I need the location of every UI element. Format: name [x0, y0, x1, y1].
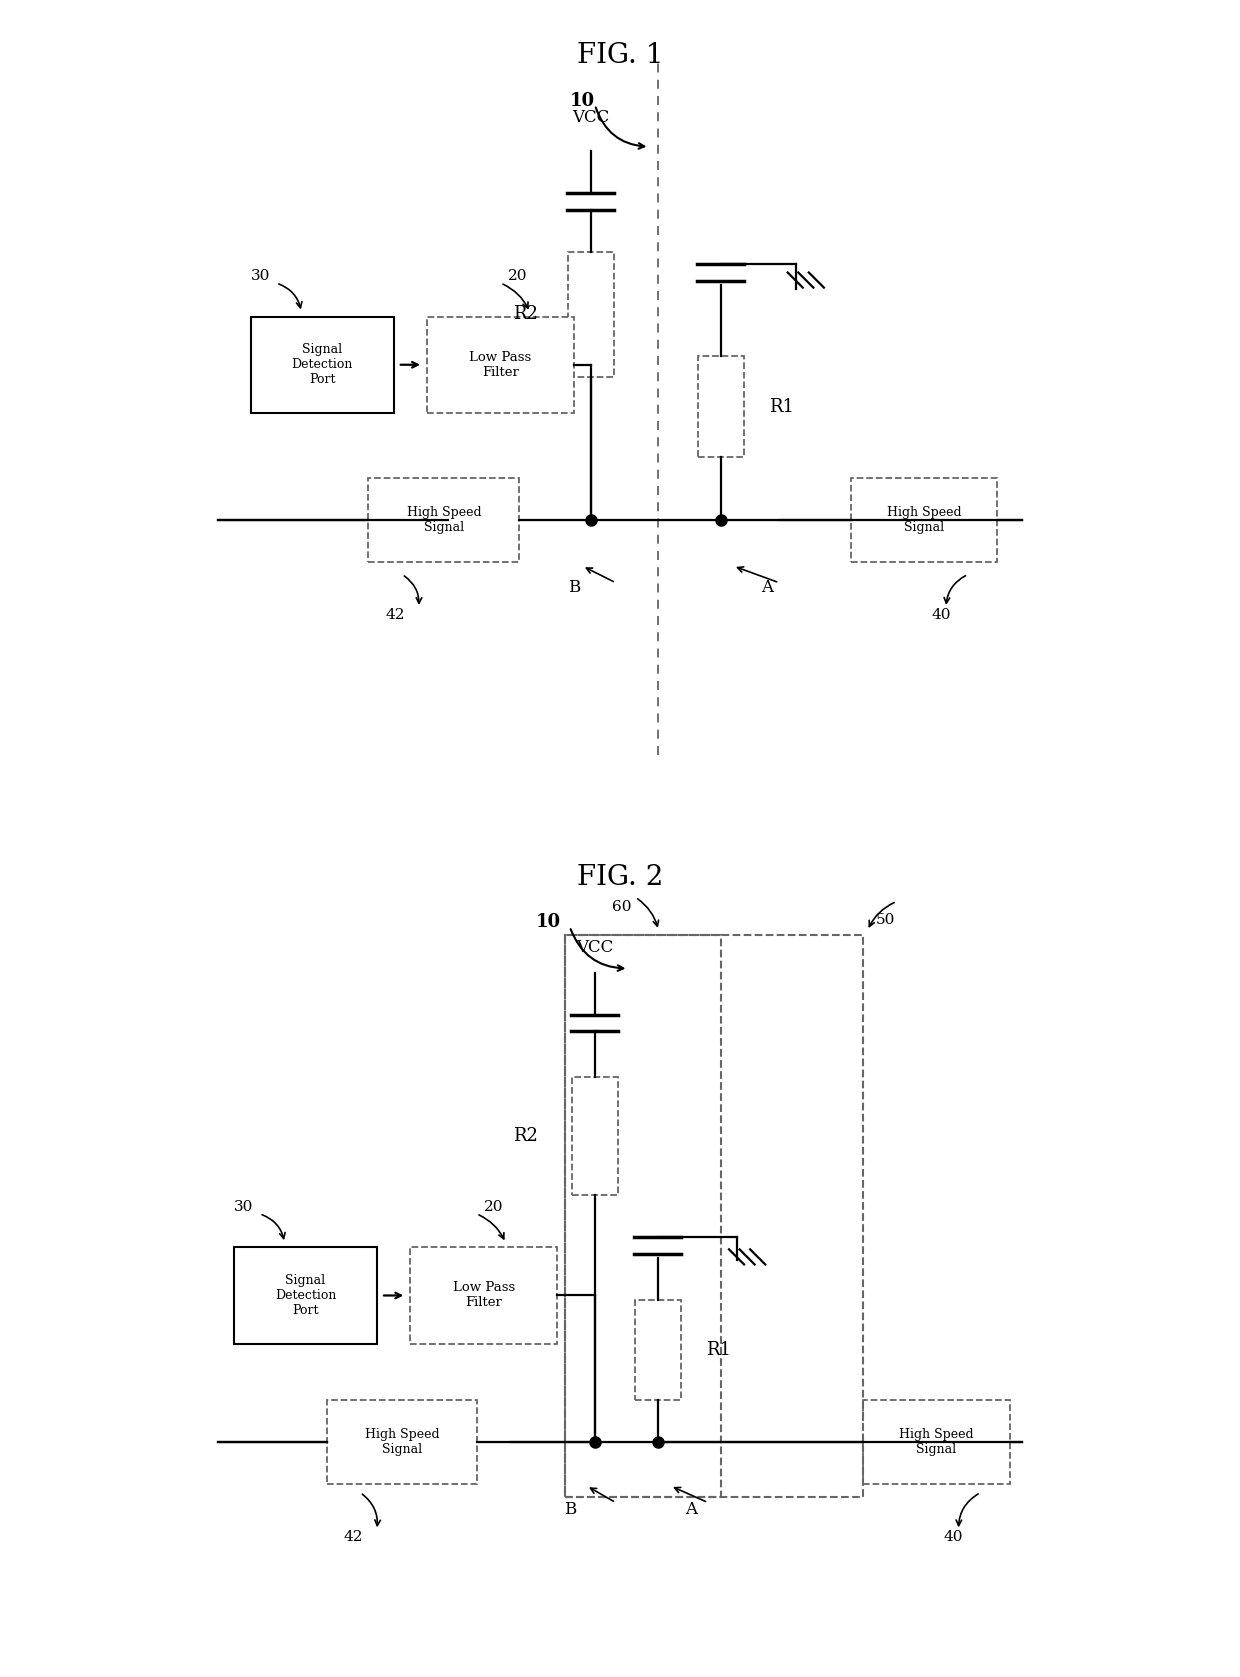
Text: 20: 20 [484, 1199, 503, 1214]
Bar [863, 1400, 1009, 1484]
Text: High Speed
Signal: High Speed Signal [887, 506, 961, 533]
Text: FIG. 1: FIG. 1 [577, 42, 663, 69]
Bar [851, 478, 997, 562]
Text: 42: 42 [386, 607, 404, 622]
Bar [635, 1300, 681, 1400]
Text: R1: R1 [706, 1342, 730, 1358]
Text: B: B [563, 1501, 575, 1518]
Text: A: A [686, 1501, 697, 1518]
Text: Signal
Detection
Port: Signal Detection Port [291, 344, 353, 386]
Text: 42: 42 [343, 1529, 363, 1545]
Text: 10: 10 [536, 914, 562, 931]
Bar [565, 934, 720, 1496]
Text: FIG. 2: FIG. 2 [577, 864, 663, 890]
Text: A: A [760, 579, 773, 595]
Text: High Speed
Signal: High Speed Signal [899, 1429, 973, 1456]
Text: 10: 10 [569, 92, 595, 109]
Text: 60: 60 [613, 901, 631, 914]
Bar [410, 1248, 557, 1343]
Text: High Speed
Signal: High Speed Signal [365, 1429, 439, 1456]
Text: High Speed
Signal: High Speed Signal [407, 506, 481, 533]
Text: 50: 50 [875, 912, 895, 926]
Text: 20: 20 [508, 268, 527, 283]
Text: R1: R1 [769, 397, 794, 416]
Text: VCC: VCC [577, 939, 614, 956]
Text: 30: 30 [250, 268, 270, 283]
Text: Low Pass
Filter: Low Pass Filter [453, 1281, 515, 1310]
Bar [326, 1400, 477, 1484]
Text: 40: 40 [931, 607, 951, 622]
Bar [565, 934, 863, 1496]
Bar [572, 1078, 618, 1194]
Text: B: B [568, 579, 580, 595]
Bar [568, 252, 614, 377]
Bar [698, 357, 744, 458]
Text: 40: 40 [944, 1529, 963, 1545]
Bar [250, 317, 393, 413]
Text: Signal
Detection
Port: Signal Detection Port [275, 1275, 336, 1316]
Text: R2: R2 [513, 1127, 538, 1145]
Text: 30: 30 [234, 1199, 254, 1214]
Bar [234, 1248, 377, 1343]
Bar [427, 317, 574, 413]
Text: Low Pass
Filter: Low Pass Filter [470, 350, 532, 379]
Text: R2: R2 [513, 305, 538, 324]
Text: VCC: VCC [572, 109, 609, 126]
Bar [368, 478, 520, 562]
